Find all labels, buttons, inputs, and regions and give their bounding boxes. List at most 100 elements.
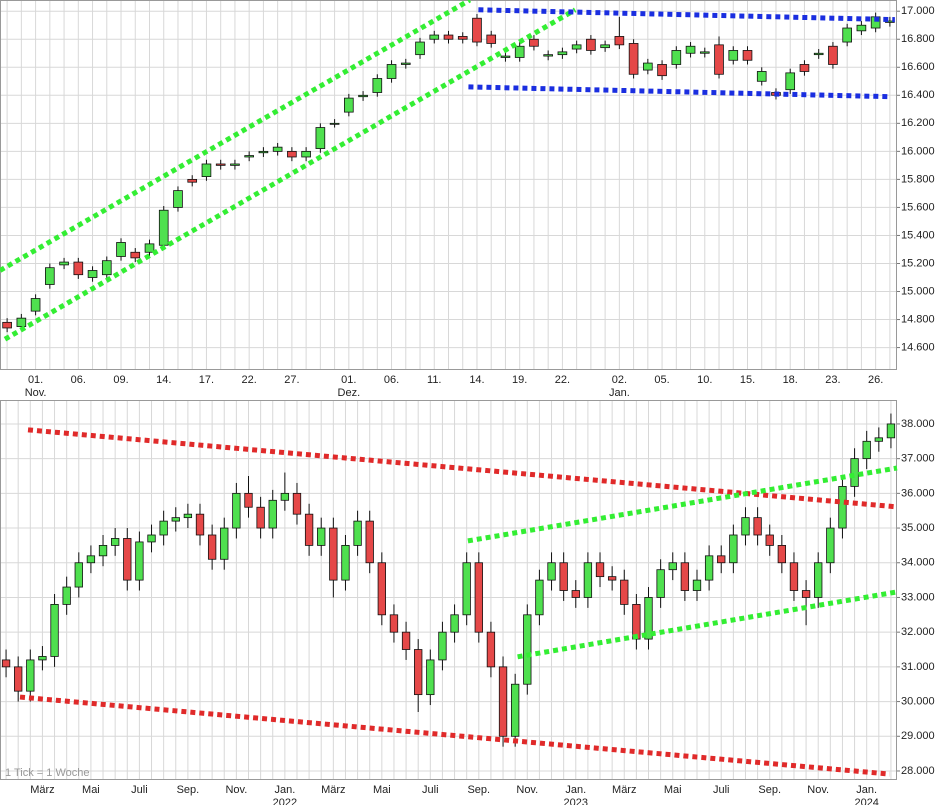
y-tick-label: 36.000 [901,487,935,499]
candle-body [62,586,71,605]
candle-body [486,34,497,44]
candle-body [547,562,556,581]
candle-body [258,150,269,154]
candle-body [789,562,799,591]
candle-body [59,261,69,266]
plot-frame [0,400,897,780]
candle-body [98,545,108,557]
candle-body [777,545,787,564]
candle-body [472,17,482,43]
plot-frame [0,0,897,370]
candle-body [365,520,374,564]
x-tick-label: Sep. [758,784,781,796]
trend-line [468,84,892,100]
x-tick-sublabel: 2022 [273,797,297,805]
x-tick-label: Juli [422,784,439,796]
candle-body [657,64,667,77]
x-tick-label: März [30,784,54,796]
candle-body [514,45,525,58]
candle-body [699,51,710,54]
candle-body [30,298,41,312]
candle-body [614,36,625,46]
candle-body [292,492,302,515]
y-tick-label: 16.600 [901,61,935,73]
y-tick-label: 15.400 [901,229,935,241]
candle-body [215,163,226,166]
y-tick-label: 17.000 [901,5,935,17]
candle-body [529,38,539,47]
x-tick-label: 14. [469,374,484,386]
candle-body [144,243,155,253]
candle-body [147,534,156,543]
candle-body [87,270,98,278]
candle-body [571,590,580,598]
x-tick-sublabel: 2024 [854,797,878,805]
y-tick-label: 15.000 [901,285,935,297]
candle-body [1,659,11,668]
candle-body [583,562,593,598]
candle-body [401,631,411,650]
candle-body [826,527,835,564]
candle-body [195,513,205,536]
x-tick-label: 22. [242,374,257,386]
x-tick-label: Nov. [516,784,538,796]
candle-body [753,517,762,536]
candle-body [632,604,641,640]
candle-body [230,163,240,166]
y-tick-label: 35.000 [901,522,935,534]
candle-body [173,190,183,208]
candle-body [559,562,568,591]
x-tick-label: 01. [28,374,43,386]
y-tick-label: 16.800 [901,33,935,45]
candle-body [110,538,120,546]
candle-body [201,163,212,177]
trend-line [467,465,898,544]
trend-line [27,427,898,510]
candle-body [232,492,241,529]
candle-body [828,45,838,65]
candle-body [426,659,435,696]
trend-line [3,7,577,342]
y-tick-label: 32.000 [901,626,935,638]
y-tick-label: 14.800 [901,313,935,325]
candle-body [474,562,483,633]
candle-body [717,555,726,564]
candle-body [856,24,867,32]
candle-body [372,78,383,93]
y-tick-label: 31.000 [901,661,935,673]
candle-body [386,64,397,79]
y-tick-label: 16.000 [901,145,935,157]
candle-body [742,50,753,61]
candle-body [656,569,665,598]
candle-body [329,527,338,581]
candle-body [341,545,350,581]
candle-body [801,590,811,598]
candle-body [842,27,852,43]
candle-body [729,534,738,564]
candle-body [414,649,423,696]
y-tick-label: 15.800 [901,173,935,185]
x-tick-label: 06. [384,374,399,386]
x-tick-label: 14. [156,374,171,386]
candle-body [287,150,297,158]
candle-body [38,656,47,661]
x-tick-sublabel: Jan. [609,387,630,399]
candle-body [353,520,362,546]
candle-body [443,34,454,40]
candle-body [704,555,714,581]
y-tick-label: 33.000 [901,591,935,603]
candle-body [813,52,824,56]
x-tick-label: 17. [199,374,214,386]
candle-body [785,72,796,91]
trend-line [19,694,890,777]
x-tick-label: Juli [131,784,148,796]
candle-body [344,97,354,113]
candle-body [256,506,265,529]
candle-body [244,492,253,508]
candle-body [498,666,508,737]
candle-body [607,576,617,581]
candle-body [135,541,144,581]
x-tick-label: Mai [82,784,100,796]
x-tick-label: 09. [113,374,128,386]
